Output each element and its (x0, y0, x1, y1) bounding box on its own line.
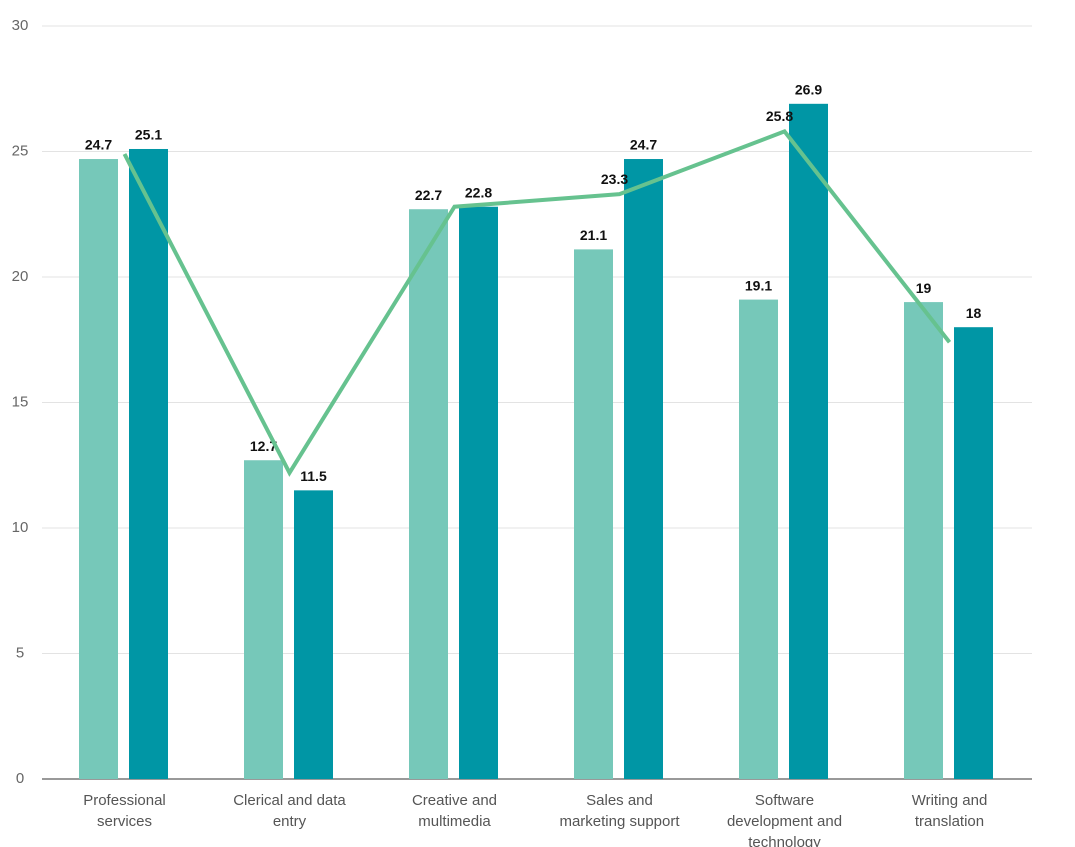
bar (244, 460, 283, 779)
x-tick-label: Clerical and data entry (233, 792, 346, 830)
value-label: 22.8 (465, 184, 492, 200)
value-label: 12.7 (250, 438, 277, 454)
bar (459, 206, 498, 780)
bar (789, 103, 828, 779)
value-label: 24.7 (85, 137, 112, 153)
value-label: 11.5 (300, 468, 327, 484)
y-tick-label: 10 (12, 519, 29, 536)
x-tick-label: Professional services (83, 792, 166, 830)
value-label: 25.1 (135, 127, 162, 143)
y-tick-label: 15 (12, 393, 29, 410)
value-label: 26.9 (795, 82, 822, 98)
bar (409, 209, 448, 780)
value-label: 21.1 (580, 227, 607, 243)
line (122, 129, 952, 477)
y-tick-label: 25 (12, 142, 29, 159)
value-label: 23.3 (601, 171, 628, 187)
bar (294, 490, 333, 779)
bar (624, 159, 663, 779)
bar (129, 148, 168, 780)
bar (904, 302, 943, 779)
y-tick-label: 5 (16, 644, 24, 661)
x-tick-label: Sales and marketing support (559, 792, 680, 830)
y-tick-label: 30 (12, 17, 29, 34)
bar (739, 299, 778, 779)
x-tick-label: Creative and multimedia (412, 792, 497, 830)
x-tick-label: Software development and technology (727, 792, 842, 847)
value-label: 18 (966, 305, 982, 321)
bar (79, 159, 118, 779)
x-tick-label: Writing and translation (912, 792, 988, 830)
value-label: 19 (916, 280, 932, 296)
bar (574, 249, 613, 779)
value-label: 19.1 (745, 277, 772, 293)
y-tick-label: 0 (16, 770, 24, 787)
value-label: 25.8 (766, 108, 793, 124)
bar (954, 327, 993, 779)
value-label: 24.7 (630, 137, 657, 153)
y-tick-label: 20 (12, 268, 29, 285)
value-label: 22.7 (415, 187, 442, 203)
